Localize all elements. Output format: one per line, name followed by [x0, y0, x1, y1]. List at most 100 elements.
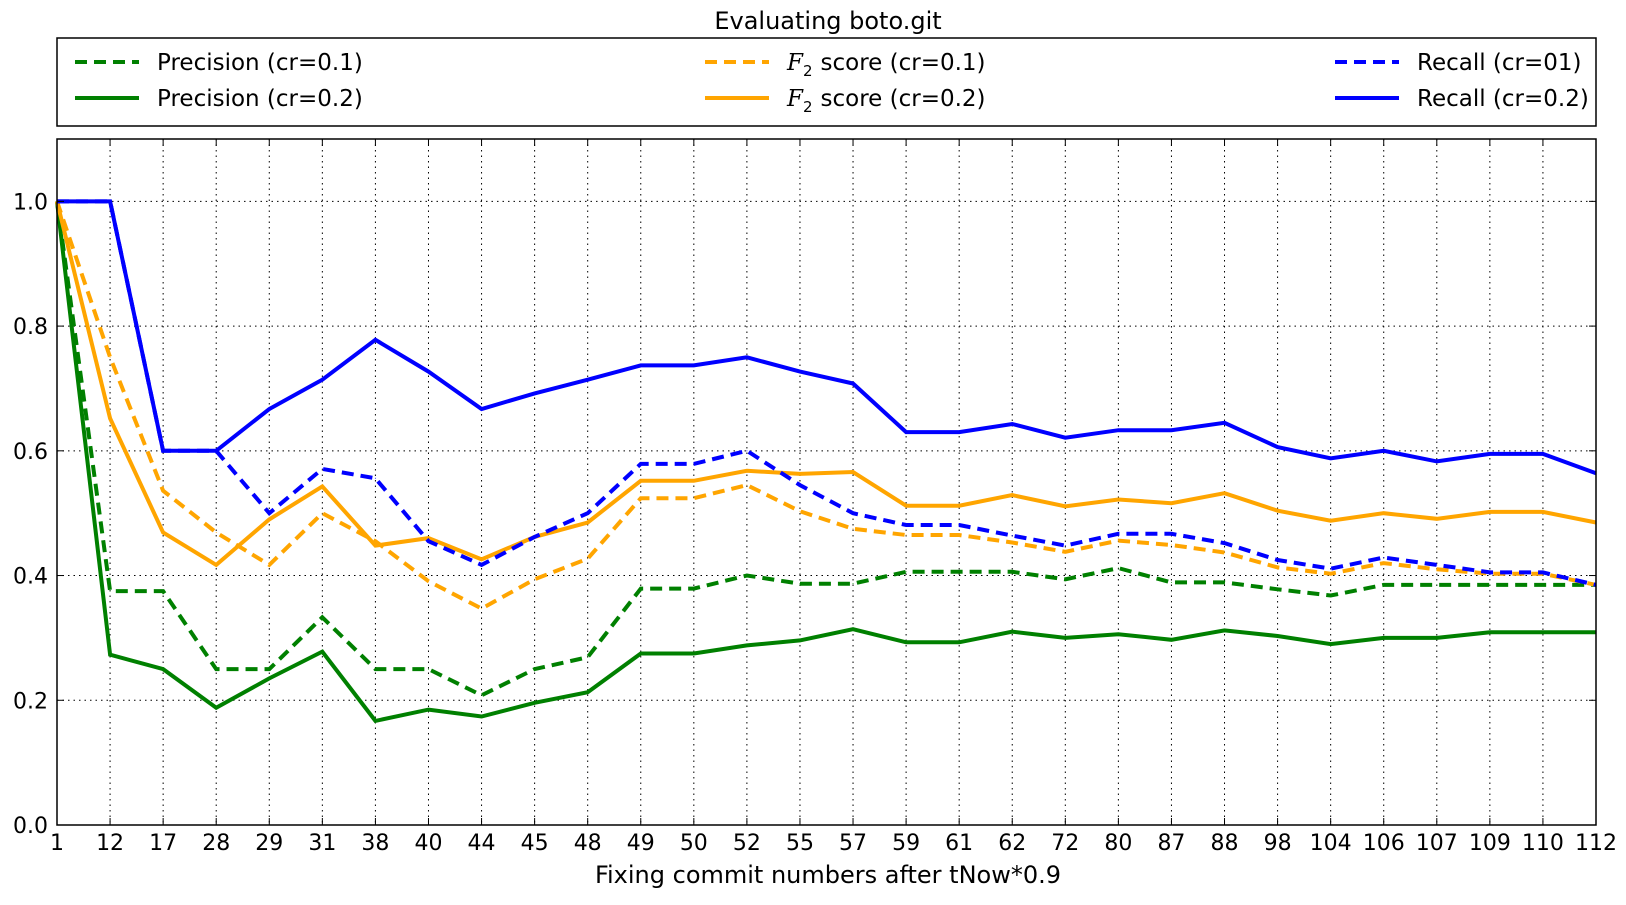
- data-point: [321, 616, 323, 618]
- data-point: [481, 408, 483, 410]
- data-point: [1011, 631, 1013, 633]
- data-point: [799, 583, 801, 585]
- y-tick-label: 1.0: [13, 190, 48, 215]
- data-point: [693, 463, 695, 465]
- data-point: [427, 540, 429, 542]
- x-tick-label: 98: [1264, 831, 1292, 856]
- data-point: [852, 628, 854, 630]
- data-point: [1117, 429, 1119, 431]
- data-point: [481, 715, 483, 717]
- y-tick-label: 0.2: [13, 689, 48, 714]
- data-point: [321, 379, 323, 381]
- data-point: [1436, 584, 1438, 586]
- data-point: [799, 371, 801, 373]
- data-point: [1330, 457, 1332, 459]
- data-point: [1383, 512, 1385, 514]
- data-point: [1064, 551, 1066, 553]
- data-point: [109, 200, 111, 202]
- data-point: [1117, 633, 1119, 635]
- data-point: [109, 590, 111, 592]
- legend-math-subscript: 2: [803, 98, 813, 116]
- data-point: [215, 564, 217, 566]
- data-point: [1489, 631, 1491, 633]
- legend-label: Precision (cr=0.2): [157, 86, 363, 112]
- data-point: [268, 512, 270, 514]
- data-point: [481, 694, 483, 696]
- data-point: [534, 702, 536, 704]
- data-point: [1064, 637, 1066, 639]
- legend-item: Precision (cr=0.2): [75, 86, 363, 112]
- x-tick-label: 28: [202, 831, 230, 856]
- data-point: [1383, 450, 1385, 452]
- series-layer: [55, 199, 1597, 724]
- data-point: [374, 668, 376, 670]
- legend-label: Recall (cr=01): [1417, 50, 1582, 76]
- data-point: [374, 720, 376, 722]
- data-point: [268, 668, 270, 670]
- x-tick-label: 50: [680, 831, 708, 856]
- data-point: [215, 532, 217, 534]
- x-axis-label: Fixing commit numbers after tNow*0.9: [595, 861, 1061, 889]
- data-point: [109, 356, 111, 358]
- data-point: [374, 545, 376, 547]
- x-tick-label: 62: [998, 831, 1026, 856]
- data-point: [481, 608, 483, 610]
- data-point: [162, 590, 164, 592]
- data-point: [1542, 511, 1544, 513]
- legend-item: Recall (cr=0.2): [1335, 86, 1589, 112]
- data-point: [1383, 556, 1385, 558]
- legend-item: F2 score (cr=0.2): [705, 86, 986, 116]
- data-point: [640, 588, 642, 590]
- data-point: [958, 571, 960, 573]
- x-tick-label: 88: [1211, 831, 1239, 856]
- x-tick-label: 17: [149, 831, 177, 856]
- data-point: [852, 471, 854, 473]
- data-point: [1383, 584, 1385, 586]
- data-point: [162, 532, 164, 534]
- data-point: [268, 518, 270, 520]
- x-tick-label: 55: [786, 831, 814, 856]
- series-line: [55, 201, 1596, 724]
- data-point: [427, 709, 429, 711]
- data-point: [1117, 540, 1119, 542]
- data-point: [1224, 581, 1226, 583]
- data-point: [799, 639, 801, 641]
- data-point: [587, 512, 589, 514]
- data-point: [481, 558, 483, 560]
- data-point: [1542, 453, 1544, 455]
- data-point: [958, 505, 960, 507]
- data-point: [693, 480, 695, 482]
- x-tick-label: 104: [1310, 831, 1352, 856]
- data-point: [640, 497, 642, 499]
- data-point: [1436, 564, 1438, 566]
- plot-frame: [56, 138, 1597, 826]
- data-point: [1277, 566, 1279, 568]
- x-tick-label: 38: [361, 831, 389, 856]
- data-point: [1170, 544, 1172, 546]
- legend-frame: [56, 37, 1597, 127]
- data-point: [587, 691, 589, 693]
- legend-label: F2 score (cr=0.1): [786, 50, 986, 80]
- x-tick-label: 52: [733, 831, 761, 856]
- legend-label: F2 score (cr=0.2): [786, 86, 986, 116]
- x-tick-label: 1: [50, 831, 64, 856]
- legend-math-subscript: 2: [803, 62, 813, 80]
- data-point: [1117, 498, 1119, 500]
- data-point: [1383, 637, 1385, 639]
- data-point: [268, 408, 270, 410]
- data-point: [1170, 502, 1172, 504]
- data-point: [1224, 422, 1226, 424]
- data-point: [109, 654, 111, 656]
- data-point: [587, 656, 589, 658]
- data-point: [746, 484, 748, 486]
- x-tick-label: 49: [627, 831, 655, 856]
- data-point: [162, 668, 164, 670]
- x-tick-label: 61: [945, 831, 973, 856]
- data-point: [1170, 533, 1172, 535]
- data-point: [1170, 639, 1172, 641]
- data-point: [1330, 568, 1332, 570]
- x-tick-label: 57: [839, 831, 867, 856]
- data-point: [1330, 643, 1332, 645]
- data-point: [534, 392, 536, 394]
- data-point: [321, 512, 323, 514]
